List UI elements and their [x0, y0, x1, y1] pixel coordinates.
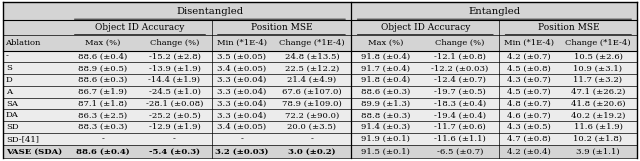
- Text: -6.5 (±0.7): -6.5 (±0.7): [436, 147, 483, 155]
- Text: -: -: [310, 135, 314, 143]
- Text: Change (%): Change (%): [150, 39, 199, 47]
- Text: 3.3 (±0.04): 3.3 (±0.04): [218, 76, 267, 84]
- Text: -12.9 (±1.9): -12.9 (±1.9): [148, 123, 200, 131]
- Text: SA: SA: [6, 100, 18, 108]
- Text: -5.4 (±0.3): -5.4 (±0.3): [149, 147, 200, 155]
- Text: -14.4 (±1.9): -14.4 (±1.9): [148, 76, 200, 84]
- Text: A: A: [6, 88, 12, 96]
- Text: -: -: [6, 53, 8, 61]
- Text: 3.9 (±1.1): 3.9 (±1.1): [576, 147, 620, 155]
- Text: -: -: [173, 135, 176, 143]
- Text: Change (*1E-4): Change (*1E-4): [279, 39, 345, 47]
- Text: 88.9 (±0.5): 88.9 (±0.5): [78, 64, 127, 72]
- Text: -12.4 (±0.7): -12.4 (±0.7): [434, 76, 486, 84]
- Text: -18.3 (±0.4): -18.3 (±0.4): [434, 100, 486, 108]
- Text: 4.2 (±0.4): 4.2 (±0.4): [507, 147, 551, 155]
- Text: 4.7 (±0.8): 4.7 (±0.8): [507, 135, 551, 143]
- Text: Max (%): Max (%): [85, 39, 121, 47]
- Text: 88.6 (±0.4): 88.6 (±0.4): [78, 53, 128, 61]
- Text: 91.4 (±0.3): 91.4 (±0.3): [361, 123, 410, 131]
- Text: D: D: [6, 76, 13, 84]
- Text: Entangled: Entangled: [468, 7, 520, 16]
- Text: 67.6 (±107.0): 67.6 (±107.0): [282, 88, 342, 96]
- Text: 87.1 (±1.8): 87.1 (±1.8): [78, 100, 127, 108]
- Text: 22.5 (±12.2): 22.5 (±12.2): [285, 64, 339, 72]
- Text: 4.3 (±0.5): 4.3 (±0.5): [507, 123, 551, 131]
- Text: -13.9 (±1.9): -13.9 (±1.9): [148, 64, 200, 72]
- Text: S: S: [6, 64, 12, 72]
- Text: 24.8 (±13.5): 24.8 (±13.5): [285, 53, 339, 61]
- Bar: [3, 145, 637, 158]
- Text: Max (%): Max (%): [368, 39, 404, 47]
- Text: -: -: [241, 135, 243, 143]
- Text: Change (*1E-4): Change (*1E-4): [565, 39, 631, 47]
- Text: 3.4 (±0.05): 3.4 (±0.05): [218, 64, 267, 72]
- Text: -25.2 (±0.5): -25.2 (±0.5): [148, 111, 200, 119]
- Text: 47.1 (±26.2): 47.1 (±26.2): [571, 88, 625, 96]
- Text: -19.7 (±0.5): -19.7 (±0.5): [434, 88, 486, 96]
- Text: -11.6 (±1.1): -11.6 (±1.1): [434, 135, 486, 143]
- Text: Ablation: Ablation: [5, 39, 40, 47]
- Text: -: -: [102, 135, 104, 143]
- Text: 3.4 (±0.05): 3.4 (±0.05): [218, 123, 267, 131]
- Text: Min (*1E-4): Min (*1E-4): [504, 39, 554, 47]
- Text: Position MSE: Position MSE: [538, 23, 599, 32]
- Text: 86.3 (±2.5): 86.3 (±2.5): [78, 111, 127, 119]
- Text: 41.8 (±20.6): 41.8 (±20.6): [571, 100, 625, 108]
- Text: DA: DA: [6, 111, 19, 119]
- Text: 4.8 (±0.7): 4.8 (±0.7): [507, 100, 551, 108]
- Text: -19.4 (±0.4): -19.4 (±0.4): [434, 111, 486, 119]
- Text: 3.3 (±0.04): 3.3 (±0.04): [218, 88, 267, 96]
- Text: -28.1 (±0.08): -28.1 (±0.08): [146, 100, 204, 108]
- Text: -12.1 (±0.8): -12.1 (±0.8): [434, 53, 486, 61]
- Text: 21.4 (±4.9): 21.4 (±4.9): [287, 76, 337, 84]
- Text: -11.7 (±0.6): -11.7 (±0.6): [434, 123, 486, 131]
- Text: 91.8 (±0.4): 91.8 (±0.4): [361, 76, 410, 84]
- Text: 3.5 (±0.05): 3.5 (±0.05): [218, 53, 267, 61]
- Text: 88.8 (±0.3): 88.8 (±0.3): [361, 111, 411, 119]
- Text: Min (*1E-4): Min (*1E-4): [217, 39, 267, 47]
- Text: 3.2 (±0.03): 3.2 (±0.03): [215, 147, 269, 155]
- Text: 91.9 (±0.1): 91.9 (±0.1): [362, 135, 410, 143]
- Text: 3.3 (±0.04): 3.3 (±0.04): [218, 111, 267, 119]
- Text: Object ID Accuracy: Object ID Accuracy: [381, 23, 470, 32]
- Text: 72.2 (±90.0): 72.2 (±90.0): [285, 111, 339, 119]
- Text: 4.2 (±0.7): 4.2 (±0.7): [507, 53, 551, 61]
- Text: 91.8 (±0.4): 91.8 (±0.4): [361, 53, 410, 61]
- Bar: [3, 2, 637, 51]
- Text: 10.2 (±1.8): 10.2 (±1.8): [573, 135, 623, 143]
- Text: 88.6 (±0.4): 88.6 (±0.4): [76, 147, 130, 155]
- Text: 11.6 (±1.9): 11.6 (±1.9): [573, 123, 623, 131]
- Text: 78.9 (±109.0): 78.9 (±109.0): [282, 100, 342, 108]
- Text: 89.9 (±1.3): 89.9 (±1.3): [361, 100, 410, 108]
- Text: 91.5 (±0.1): 91.5 (±0.1): [362, 147, 410, 155]
- Text: SD-[41]: SD-[41]: [6, 135, 39, 143]
- Text: 4.5 (±0.7): 4.5 (±0.7): [507, 88, 551, 96]
- Text: 10.9 (±3.1): 10.9 (±3.1): [573, 64, 623, 72]
- Text: 88.3 (±0.3): 88.3 (±0.3): [78, 123, 128, 131]
- Text: 3.3 (±0.04): 3.3 (±0.04): [218, 100, 267, 108]
- Text: 86.7 (±1.9): 86.7 (±1.9): [79, 88, 127, 96]
- Text: 4.6 (±0.7): 4.6 (±0.7): [507, 111, 551, 119]
- Text: VASE (SDA): VASE (SDA): [6, 147, 62, 155]
- Text: 91.7 (±0.4): 91.7 (±0.4): [362, 64, 410, 72]
- Text: 88.6 (±0.3): 88.6 (±0.3): [361, 88, 411, 96]
- Text: -12.2 (±0.03): -12.2 (±0.03): [431, 64, 488, 72]
- Text: SD: SD: [6, 123, 19, 131]
- Text: 88.6 (±0.3): 88.6 (±0.3): [78, 76, 128, 84]
- Text: 20.0 (±3.5): 20.0 (±3.5): [287, 123, 337, 131]
- Text: 10.5 (±2.6): 10.5 (±2.6): [573, 53, 623, 61]
- Text: 11.7 (±3.2): 11.7 (±3.2): [573, 76, 623, 84]
- Text: Change (%): Change (%): [435, 39, 484, 47]
- Text: 3.0 (±0.2): 3.0 (±0.2): [288, 147, 336, 155]
- Text: Position MSE: Position MSE: [251, 23, 312, 32]
- Text: Disentangled: Disentangled: [177, 7, 243, 16]
- Text: 4.3 (±0.7): 4.3 (±0.7): [507, 76, 551, 84]
- Text: 40.2 (±19.2): 40.2 (±19.2): [571, 111, 625, 119]
- Text: Object ID Accuracy: Object ID Accuracy: [95, 23, 185, 32]
- Text: -24.5 (±1.0): -24.5 (±1.0): [148, 88, 200, 96]
- Text: 4.5 (±0.8): 4.5 (±0.8): [507, 64, 551, 72]
- Text: -15.2 (±2.8): -15.2 (±2.8): [148, 53, 200, 61]
